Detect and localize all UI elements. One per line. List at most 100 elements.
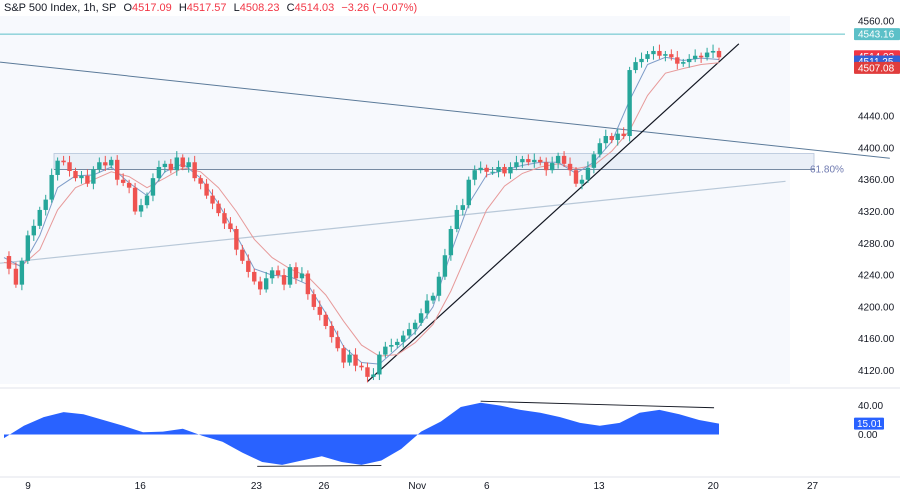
time-tick-label: 27	[807, 481, 819, 492]
candle-body	[603, 136, 608, 144]
candle-body	[281, 275, 287, 285]
time-tick-label: 13	[593, 481, 605, 492]
candle-body	[240, 249, 245, 261]
candle-body	[317, 306, 322, 315]
candle-body	[180, 157, 185, 168]
fib-level-label: 61.80%	[810, 164, 844, 175]
candle-body	[49, 174, 54, 200]
candle-body	[120, 179, 126, 183]
candle-body	[377, 354, 382, 375]
candle-body	[13, 268, 19, 285]
candle-body	[299, 273, 305, 279]
price-tick-label: 4560.00	[858, 16, 895, 27]
candle-body	[675, 57, 680, 64]
time-tick-label: Nov	[408, 481, 426, 492]
candle-body	[198, 178, 203, 184]
candle-body	[627, 70, 632, 137]
open-label: O	[123, 2, 132, 14]
candle-body	[97, 162, 102, 170]
candle-body	[150, 178, 156, 196]
oscillator-tick-label: 40.00	[858, 401, 883, 412]
interval: 1h	[83, 2, 96, 14]
candle-body	[663, 54, 668, 56]
candle-body	[609, 136, 614, 140]
candle-body	[526, 159, 531, 163]
candle-body	[538, 159, 543, 163]
candle-body	[234, 229, 239, 250]
time-axis[interactable]: 9 16 23 26 Nov 6 13 20 27	[25, 481, 818, 492]
candle-body	[174, 157, 179, 171]
chart-legend-header[interactable]: S&P 500 Index, 1h, SP O4517.09 H4517.57 …	[4, 2, 418, 14]
candle-body	[144, 195, 150, 206]
time-tick-label: 9	[25, 481, 31, 492]
candle-body	[192, 162, 197, 179]
candle-body	[395, 341, 400, 346]
candle-body	[138, 205, 144, 212]
candle-body	[436, 276, 442, 296]
oscillator-divergence-bottom	[257, 465, 382, 467]
fib-zone	[53, 153, 815, 170]
price-tick-label: 4240.00	[858, 271, 895, 282]
candle-body	[484, 167, 489, 172]
candle-body	[85, 175, 90, 184]
candle-body	[520, 159, 525, 163]
exchange: SP	[101, 2, 117, 14]
candle-body	[597, 143, 603, 155]
open-value: 4517.09	[132, 2, 172, 14]
price-badge-label: 4507.08	[858, 63, 895, 74]
price-tick-label: 4200.00	[858, 302, 895, 313]
descending-trendline	[0, 61, 890, 159]
price-tick-label: 4160.00	[858, 334, 895, 345]
change-value: −3.26 (−0.07%)	[341, 2, 418, 14]
candle-body	[55, 160, 60, 175]
candle-body	[228, 223, 233, 230]
price-axis[interactable]: 4560.00 4440.00 4400.00 4360.00 4320.00 4280.…	[858, 16, 895, 377]
candle-body	[305, 273, 311, 295]
candle-body	[460, 205, 465, 210]
candle-body	[669, 54, 674, 58]
candle-body	[293, 267, 299, 279]
candle-body	[79, 175, 84, 179]
candle-body	[341, 348, 346, 363]
price-badge-level	[854, 28, 900, 41]
candle-body	[115, 159, 120, 180]
close-label: C	[286, 2, 295, 14]
candle-body	[549, 163, 555, 171]
candle-body	[651, 50, 656, 55]
candle-body	[37, 209, 42, 226]
candle-body	[91, 169, 96, 184]
candle-body	[389, 345, 394, 347]
candle-body	[472, 170, 477, 180]
candle-body	[365, 367, 370, 377]
candle-body	[555, 155, 561, 164]
candle-body	[591, 154, 597, 168]
candle-body	[478, 167, 483, 171]
candle-body	[216, 203, 221, 214]
candle-body	[67, 162, 72, 171]
candle-body	[103, 162, 108, 166]
price-tick-label: 4320.00	[858, 207, 895, 218]
drawing-layer: 61.80%	[0, 33, 890, 383]
price-tick-label: 4360.00	[858, 175, 895, 186]
candle-body	[222, 213, 227, 224]
candle-body	[645, 54, 650, 59]
candle-body	[544, 162, 549, 171]
candle-body	[633, 62, 638, 71]
candle-body	[692, 55, 698, 59]
zone-layer	[0, 16, 900, 478]
candle-body	[532, 159, 537, 163]
candle-body	[25, 235, 31, 261]
price-badge-ma_slow	[854, 61, 900, 74]
candle-body	[263, 278, 269, 290]
candle-body	[573, 170, 579, 184]
candle-body	[162, 163, 168, 168]
oscillator-area	[4, 402, 719, 465]
candle-body	[335, 337, 340, 349]
oscillator-axis[interactable]: 40.00 0.00	[858, 401, 883, 441]
candle-body	[418, 313, 424, 323]
candle-body	[406, 329, 412, 336]
candle-body	[19, 260, 25, 285]
candle-body	[323, 314, 328, 326]
